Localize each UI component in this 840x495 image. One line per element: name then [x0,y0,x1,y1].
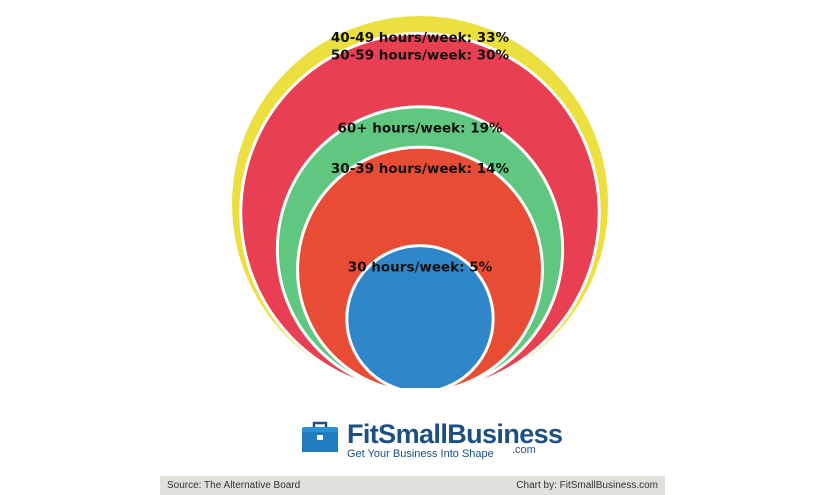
logo-tagline: Get Your Business Into Shape [347,448,494,460]
logo-dotcom: .com [512,444,536,456]
bubble-label: 40-49 hours/week: 33% [331,30,510,46]
footer-bar: Source: The Alternative Board Chart by: … [160,476,665,495]
logo-wordmark: FitSmallBusiness [347,419,563,449]
bubble-30-hours-week [345,244,495,388]
footer-source: Source: The Alternative Board [167,480,301,491]
footer-credit: Chart by: FitSmallBusiness.com [516,480,658,491]
brand-logo: FitSmallBusiness .com Get Your Business … [300,418,563,464]
bubble-group [232,16,608,388]
briefcase-icon [302,421,338,452]
bubble-label: 30-39 hours/week: 14% [331,161,510,177]
bubble-chart: 40-49 hours/week: 33%50-59 hours/week: 3… [232,16,608,388]
chart-area: 40-49 hours/week: 33% 50-59 hours/week: 3… [232,16,608,388]
bubble-label: 50-59 hours/week: 30% [331,47,510,63]
bubble-label: 60+ hours/week: 19% [337,121,503,137]
bubble-label: 30 hours/week: 5% [348,260,493,276]
